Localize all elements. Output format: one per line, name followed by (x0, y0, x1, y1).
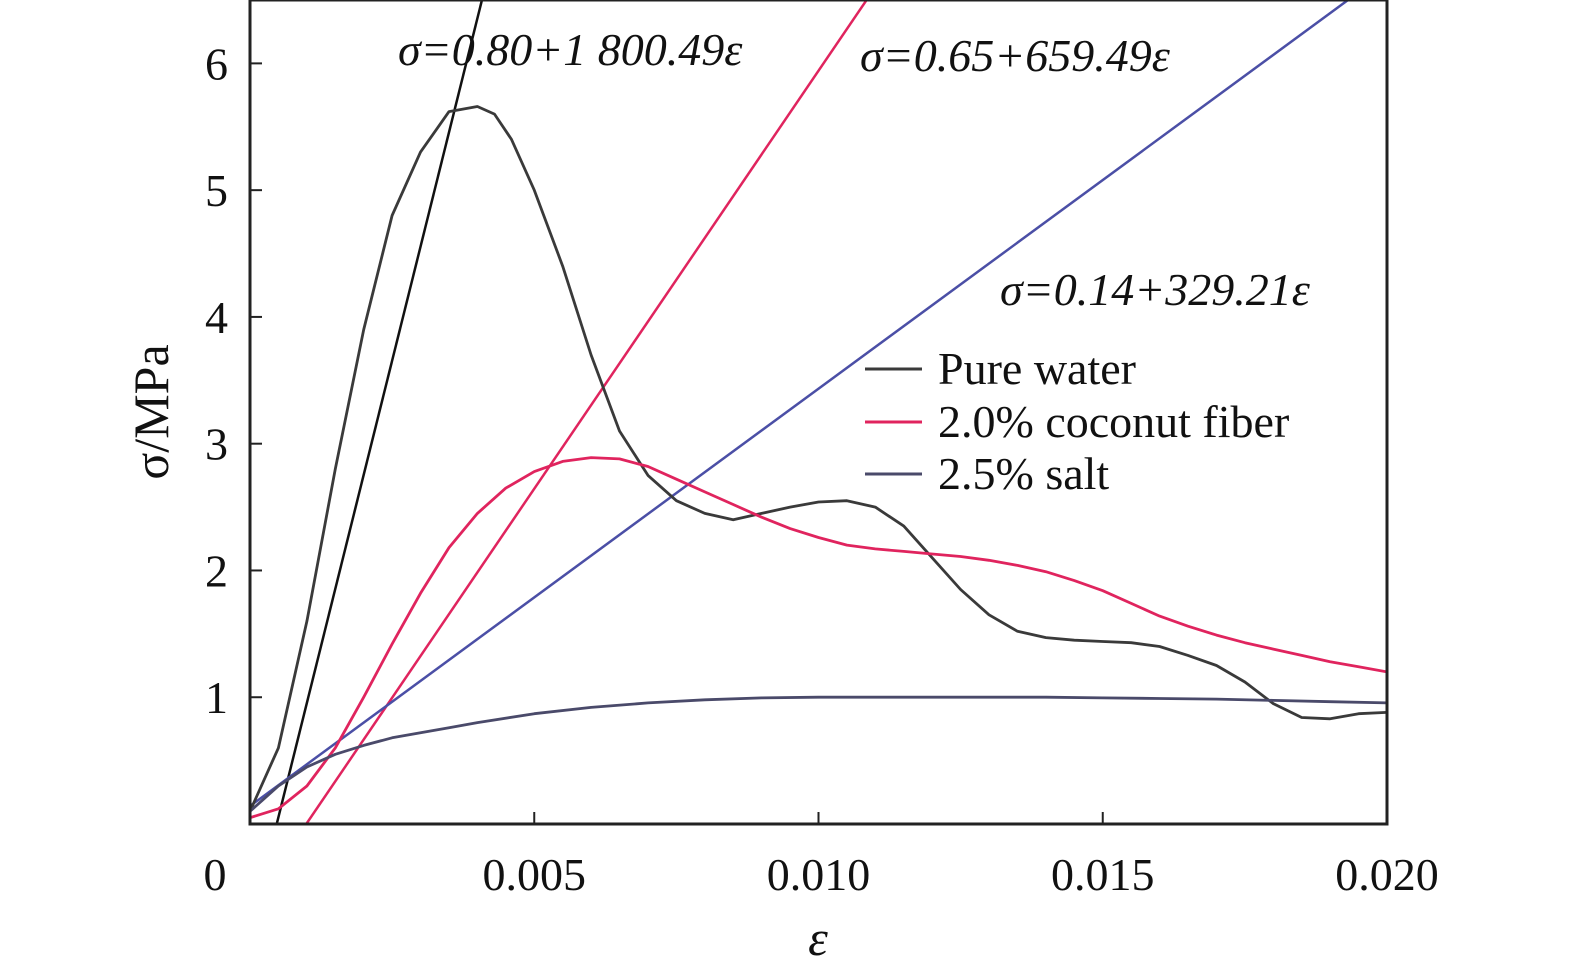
x-tick-label: 0.015 (1051, 849, 1155, 900)
legend-label-pure-water: Pure water (938, 343, 1136, 394)
y-tick-label: 1 (205, 672, 228, 723)
legend: Pure water 2.0% coconut fiber 2.5% salt (865, 343, 1289, 499)
fit-lines (250, 0, 1351, 824)
x-tick-label: 0.005 (483, 849, 587, 900)
fit-line-coconut-fiber (305, 0, 869, 824)
y-tick-label: 2 (205, 545, 228, 596)
fit-equation-pure-water: σ=0.80+1 800.49ε (398, 24, 743, 75)
fit-line-pure-water (275, 0, 484, 824)
axis-ticks: 0 0.005 0.010 0.015 0.020 1 2 3 4 5 6 (204, 38, 1439, 900)
y-axis-label: σ/MPa (123, 344, 179, 479)
legend-label-coconut-fiber: 2.0% coconut fiber (938, 396, 1289, 447)
y-tick-label: 5 (205, 165, 228, 216)
data-series (250, 105, 1387, 820)
y-tick-label: 4 (205, 292, 228, 343)
x-tick-label: 0 (204, 849, 227, 900)
series-salt (250, 695, 1387, 813)
series-pure-water (250, 105, 1387, 813)
series-coconut-fiber (250, 456, 1387, 820)
fit-equation-salt: σ=0.14+329.21ε (1000, 264, 1311, 315)
legend-label-salt: 2.5% salt (938, 448, 1109, 499)
fit-line-salt (250, 0, 1351, 808)
y-tick-label: 6 (205, 38, 228, 89)
x-tick-label: 0.010 (767, 849, 871, 900)
fit-equation-coconut-fiber: σ=0.65+659.49ε (860, 30, 1171, 81)
x-tick-label: 0.020 (1335, 849, 1439, 900)
x-axis-label: ε (808, 910, 828, 966)
y-tick-label: 3 (205, 419, 228, 470)
